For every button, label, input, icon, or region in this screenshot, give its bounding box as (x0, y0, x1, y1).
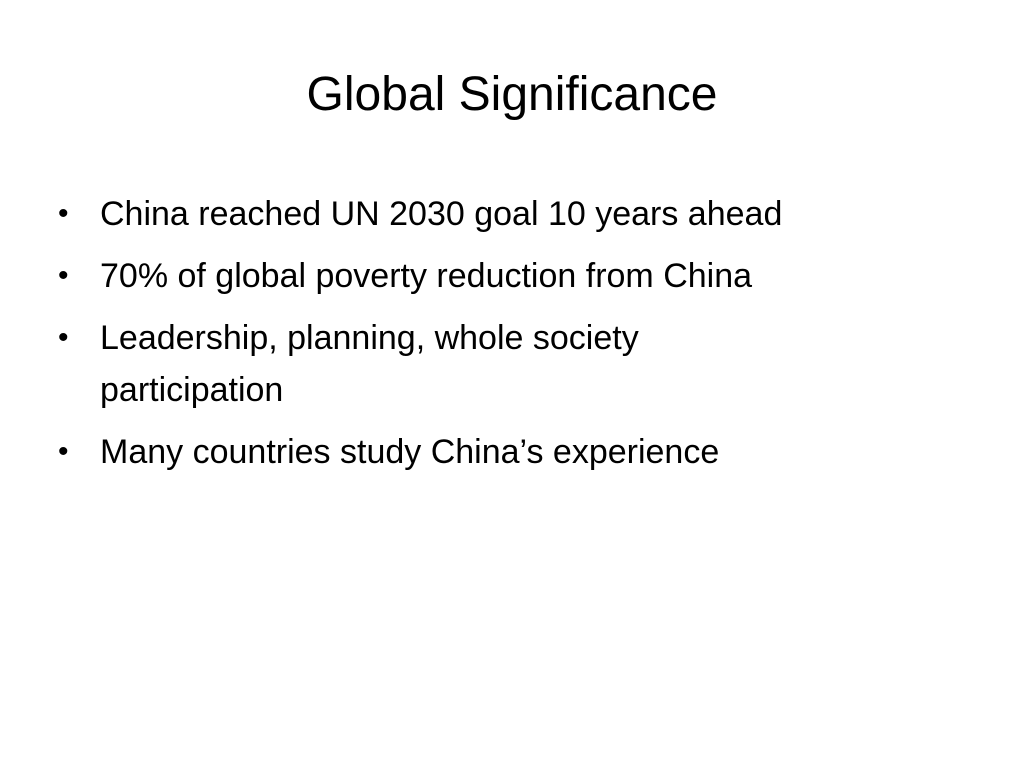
bullet-dot-icon: • (58, 435, 69, 468)
bullet-item: • China reached UN 2030 goal 10 years ah… (58, 188, 958, 240)
bullet-text: Leadership, planning, whole society part… (100, 319, 639, 409)
bullet-dot-icon: • (58, 197, 69, 230)
bullet-dot-icon: • (58, 321, 69, 354)
bullet-item: • 70% of global poverty reduction from C… (58, 250, 958, 302)
bullet-item: • Leadership, planning, whole society pa… (58, 312, 820, 416)
bullet-dot-icon: • (58, 259, 69, 292)
bullet-item: • Many countries study China’s experienc… (58, 426, 958, 478)
bullet-text: 70% of global poverty reduction from Chi… (100, 257, 753, 295)
slide-title: Global Significance (306, 68, 718, 121)
bullet-text: China reached UN 2030 goal 10 years ahea… (100, 195, 783, 233)
bullet-text: Many countries study China’s experience (100, 433, 720, 471)
bullet-list: • China reached UN 2030 goal 10 years ah… (58, 188, 958, 488)
